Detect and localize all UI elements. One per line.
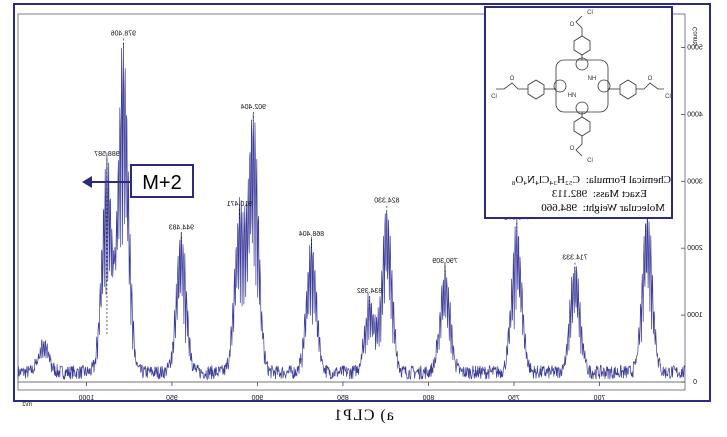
peak-label-text: 902.404	[241, 104, 266, 111]
peak-label: 910.471	[227, 201, 252, 208]
atom-label: O	[648, 76, 653, 82]
x-tick-label: 750	[508, 395, 520, 402]
y-axis-label-text: Counts	[693, 27, 699, 46]
ester-arm-top	[575, 15, 583, 36]
peak-label: 868.404	[299, 231, 324, 238]
x-tick-label-text: 1000	[79, 395, 95, 402]
atom-label: Cl	[665, 94, 671, 100]
formula-label: Chemical Formula:	[586, 174, 671, 186]
peak-label-text: 834.392	[357, 288, 382, 295]
y-tick-label: 3000	[687, 178, 703, 185]
peak-label-text: 988.587	[94, 151, 119, 158]
molecular-weight-line: Molecular Weight: 984.660	[541, 202, 665, 214]
peak-label: 714.333	[562, 255, 587, 262]
spectrum-line	[17, 43, 686, 381]
peak-label: 944.483	[169, 224, 194, 231]
formula-line: Chemical Formula: C₅₂H₃₄Cl₄N₄O₈	[511, 174, 671, 186]
y-tick-label: 5000	[687, 44, 703, 51]
x-axis-label: m/z	[22, 402, 32, 408]
x-tick-label-text: 700	[594, 395, 606, 402]
aryl-ring-left	[527, 79, 545, 100]
peak-label-text: 824.330	[374, 198, 399, 205]
molecule-structure	[496, 15, 664, 157]
y-tick-label: 1000	[687, 312, 703, 319]
y-tick-label: 4000	[687, 111, 703, 118]
x-tick-label-text: 750	[508, 395, 520, 402]
peak-label-text: 868.404	[299, 231, 324, 238]
peak-label-text: 790.309	[432, 258, 457, 265]
peak-labels: 988.587 978.406 944.483 910.471 902.404 868.4…	[94, 30, 588, 335]
x-tick-label: 700	[594, 395, 606, 402]
atom-label: Cl	[587, 10, 593, 16]
x-tick-label-text: 850	[337, 395, 349, 402]
y-tick-label: 2000	[687, 245, 703, 252]
y-tick-label-text: 2000	[687, 245, 703, 252]
peak-label-text: 714.333	[562, 255, 587, 262]
x-tick-label-text: 800	[423, 395, 435, 402]
x-tick-label-text: 950	[166, 395, 178, 402]
peak-label: 824.330	[374, 198, 399, 205]
y-tick-label-text: 5000	[687, 44, 703, 51]
x-tick-label: 1000	[79, 395, 95, 402]
peak-label: 902.404	[241, 104, 266, 111]
pyrrole-ring-right	[597, 79, 611, 93]
ester-arm-left	[496, 82, 528, 90]
atom-label: O	[570, 22, 575, 28]
molecular-weight-label: Molecular Weight:	[583, 202, 665, 214]
peak-label: 978.406	[111, 30, 136, 37]
inset-formula-text: Chemical Formula: C₅₂H₃₄Cl₄N₄O₈ Exact Ma…	[511, 174, 671, 214]
formula-value: C₅₂H₃₄Cl₄N₄O₈	[511, 174, 580, 186]
x-tick-label: 950	[166, 395, 178, 402]
atom-label: O	[510, 76, 515, 82]
exact-mass-line: Exact Mass: 982.113	[551, 188, 647, 200]
peak-label: 790.309	[432, 258, 457, 265]
peak-label-text: 944.483	[169, 224, 194, 231]
y-tick-label-text: 1000	[687, 312, 703, 319]
molecular-weight-value: 984.660	[541, 202, 577, 214]
x-tick-label: 900	[251, 395, 263, 402]
m-plus-2-label: M+2	[142, 172, 181, 194]
m-plus-2-box	[130, 164, 194, 198]
peak-label: 834.392	[357, 288, 382, 295]
aryl-ring-right	[619, 79, 637, 100]
exact-mass-label: Exact Mass:	[593, 188, 647, 200]
pyrrole-ring-left	[553, 79, 567, 93]
x-axis-label-text: m/z	[22, 402, 32, 408]
atom-label: NH	[588, 76, 597, 82]
exact-mass-value: 982.113	[551, 188, 587, 200]
ester-arm-right	[636, 82, 664, 90]
atom-label: O	[570, 146, 575, 152]
ester-arm-bottom	[575, 136, 583, 157]
molecule-inset: Cl Cl Cl Cl NH HN O O O O Chemical Formu…	[484, 6, 673, 219]
m-plus-2-annotation: M+2	[82, 164, 194, 198]
y-tick-label-text: 3000	[687, 178, 703, 185]
x-tick-label-text: 900	[251, 395, 263, 402]
atom-label: HN	[568, 93, 577, 99]
atom-label: Cl	[491, 94, 497, 100]
axes	[18, 47, 685, 386]
y-tick-label: 0	[693, 379, 697, 386]
figure-caption: a) CLP1	[333, 407, 394, 424]
plot-area	[17, 13, 686, 391]
molecule-atom-labels: Cl Cl Cl Cl NH HN O O O O	[491, 10, 671, 164]
y-axis-label: Counts	[693, 27, 699, 46]
x-tick-label: 800	[423, 395, 435, 402]
atom-label: Cl	[587, 158, 593, 164]
m-plus-2-arrowhead-icon	[82, 176, 92, 188]
tick-labels: 1000 950 900 850 800 750 700 m/z 0 1000 2000 3000 40…	[22, 27, 703, 408]
x-tick-label: 850	[337, 395, 349, 402]
y-tick-label-text: 0	[693, 379, 697, 386]
peak-label-text: 910.471	[227, 201, 252, 208]
peak-label-text: 978.406	[111, 30, 136, 37]
peak-label: 988.587	[94, 151, 119, 158]
y-tick-label-text: 4000	[687, 111, 703, 118]
